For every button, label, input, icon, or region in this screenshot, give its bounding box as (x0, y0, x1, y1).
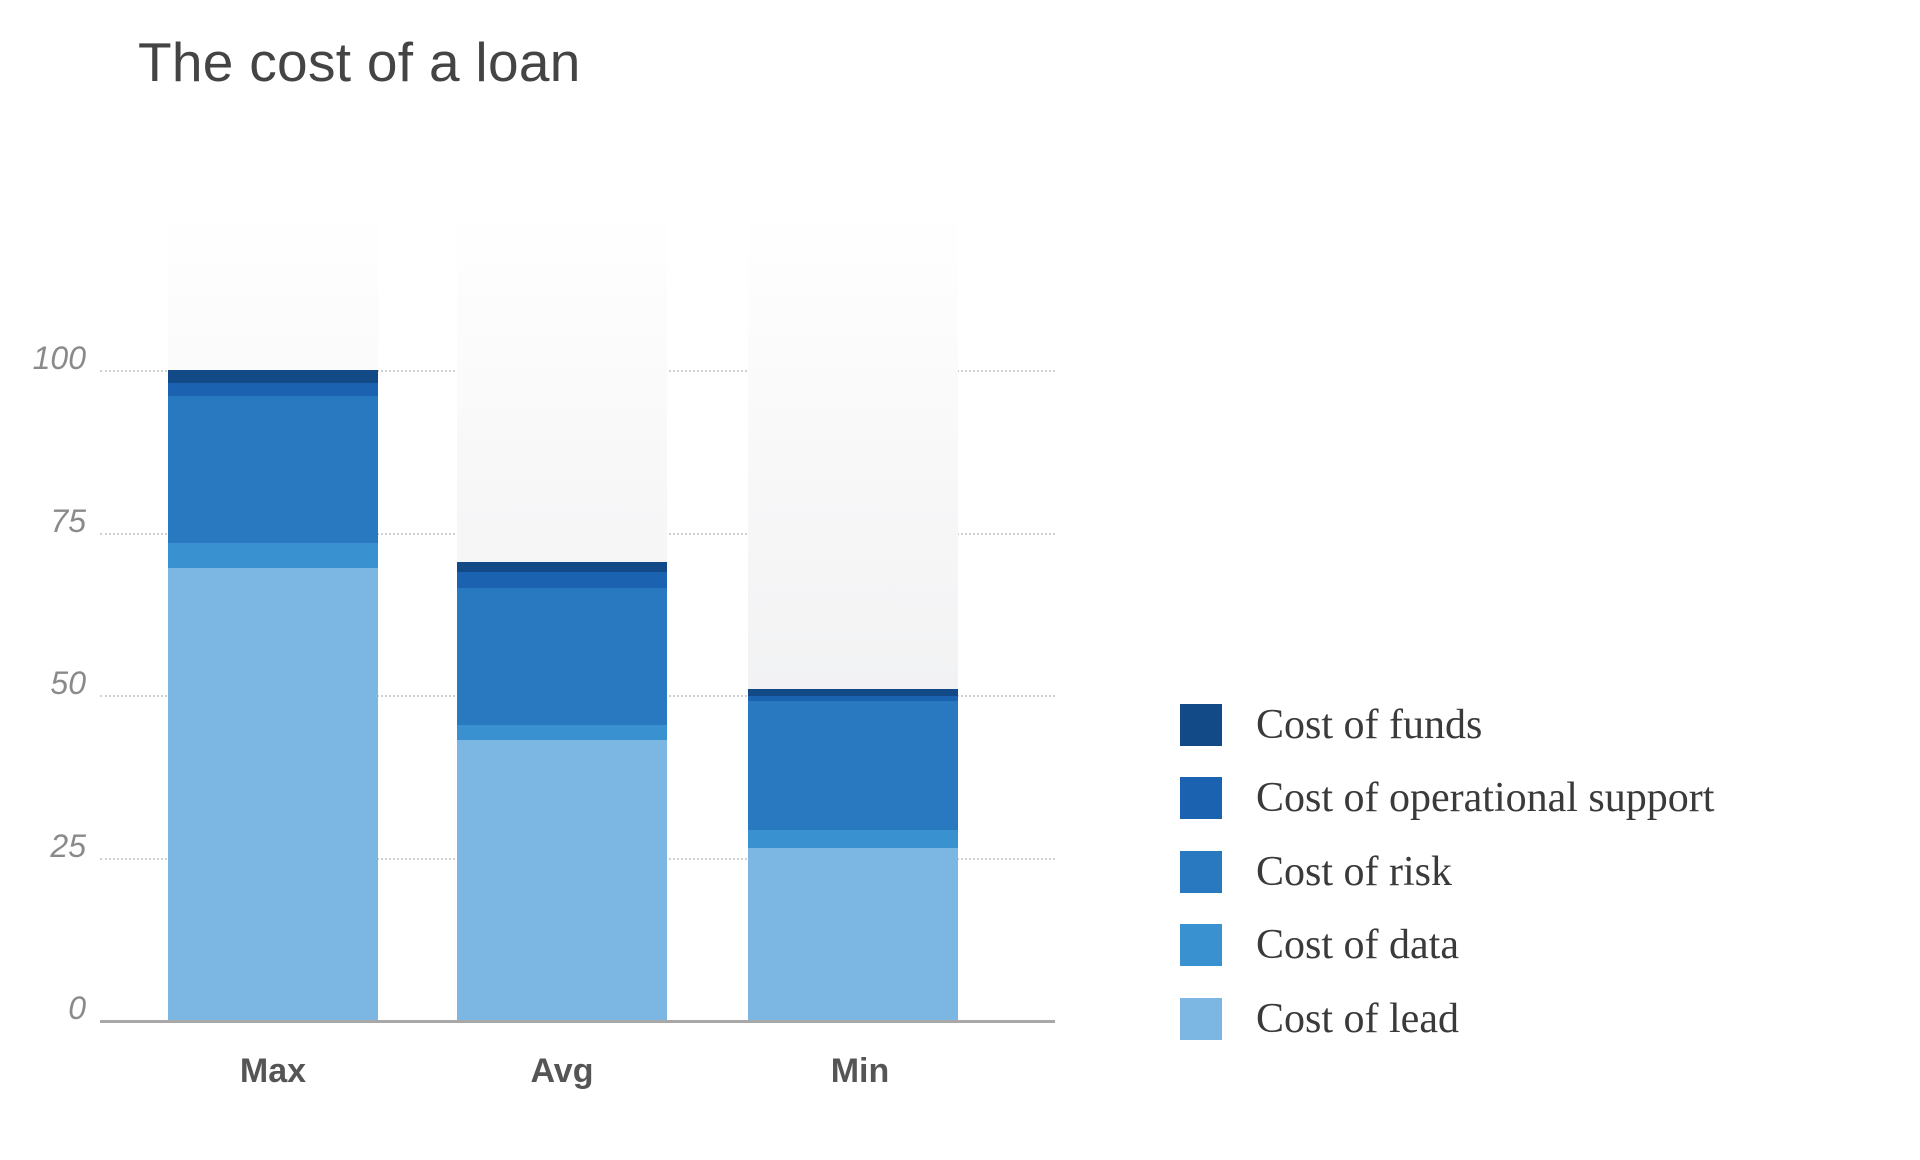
bar-segment-cost-of-operational-support[interactable] (748, 695, 958, 701)
y-tick-label: 75 (50, 502, 86, 539)
bar-segment-cost-of-lead[interactable] (457, 739, 667, 1020)
plot-area: 0 25 50 75 100 Max Avg Min (32, 208, 1055, 1090)
legend-swatch-icon (1180, 703, 1222, 746)
legend-item[interactable]: Cost of risk (1180, 835, 1714, 909)
x-axis-line (100, 1020, 1055, 1023)
bar-max[interactable] (168, 370, 378, 1020)
bar-min[interactable] (748, 688, 958, 1020)
bar-segment-cost-of-operational-support[interactable] (457, 572, 667, 588)
y-tick-label: 100 (32, 340, 86, 376)
y-tick-label: 25 (50, 827, 86, 864)
x-tick-label: Min (830, 1052, 890, 1090)
bar-segment-cost-of-data[interactable] (457, 724, 667, 740)
legend-label: Cost of lead (1256, 995, 1459, 1042)
legend-item[interactable]: Cost of data (1180, 909, 1714, 983)
bar-segment-cost-of-data[interactable] (748, 830, 958, 848)
bar-segment-cost-of-data[interactable] (168, 542, 378, 569)
legend-label: Cost of operational support (1256, 775, 1715, 822)
legend-label: Cost of data (1256, 922, 1459, 969)
bar-segment-cost-of-risk[interactable] (748, 700, 958, 831)
legend-swatch-icon (1180, 924, 1222, 967)
bar-segment-cost-of-funds[interactable] (457, 561, 667, 573)
x-tick-label: Avg (530, 1052, 594, 1090)
legend-swatch-icon (1180, 997, 1222, 1040)
legend-label: Cost of risk (1256, 848, 1453, 895)
legend-item[interactable]: Cost of operational support (1180, 762, 1714, 836)
bar-segment-cost-of-funds[interactable] (748, 688, 958, 696)
bar-segment-cost-of-lead[interactable] (168, 568, 378, 1020)
chart-title: The cost of a loan (138, 31, 581, 93)
x-tick-label: Max (239, 1052, 307, 1090)
bar-segment-cost-of-operational-support[interactable] (168, 383, 378, 397)
legend-item[interactable]: Cost of funds (1180, 688, 1714, 762)
bar-segment-cost-of-risk[interactable] (457, 587, 667, 725)
y-tick-label: 50 (50, 665, 86, 701)
bar-avg[interactable] (457, 561, 667, 1020)
bar-segment-cost-of-lead[interactable] (748, 847, 958, 1020)
legend-label: Cost of funds (1256, 701, 1483, 748)
y-tick-label: 0 (68, 990, 86, 1026)
legend: Cost of funds Cost of operational support… (1180, 688, 1714, 1056)
legend-item[interactable]: Cost of lead (1180, 982, 1714, 1056)
legend-swatch-icon (1180, 777, 1222, 820)
legend-swatch-icon (1180, 850, 1222, 893)
bar-segment-cost-of-funds[interactable] (168, 370, 378, 384)
bar-segment-cost-of-risk[interactable] (168, 396, 378, 543)
